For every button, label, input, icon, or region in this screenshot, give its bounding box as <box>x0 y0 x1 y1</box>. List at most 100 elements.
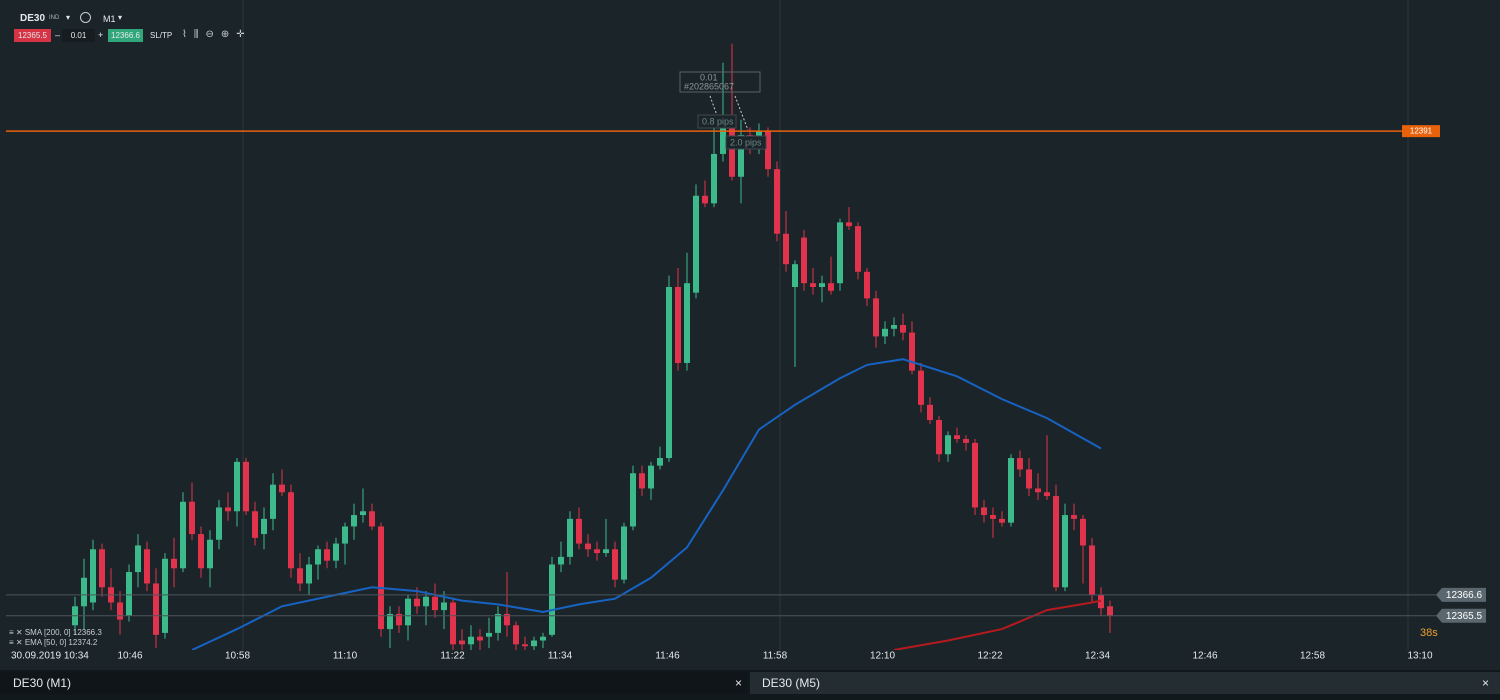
timeframe-dropdown[interactable]: ▾ <box>118 13 123 22</box>
tab-title[interactable]: DE30 (M1) <box>13 676 72 690</box>
legend-icons[interactable]: ≡ ✕ <box>9 638 25 647</box>
candle-body <box>414 598 420 607</box>
candle-body <box>486 632 492 637</box>
candle-body <box>549 564 555 635</box>
candle-body <box>1080 518 1086 546</box>
candle-body <box>225 507 231 512</box>
candle-body <box>1044 492 1050 497</box>
candle-body <box>999 518 1005 523</box>
price-tag-shape <box>1402 125 1440 138</box>
candle-body <box>207 539 213 569</box>
candle-body <box>144 549 150 584</box>
chart: 38s 30.09.2019 10:34 10:46 10:58 11:10 11:22… <box>6 0 1486 662</box>
x-tick-label: 12:46 <box>1192 651 1217 662</box>
candle-body <box>891 325 897 329</box>
indicator-legend: ≡ ✕ SMA [200, 0] 12366.3 ≡ ✕ EMA [50, 0] … <box>9 628 102 648</box>
candle-body <box>315 549 321 565</box>
legend-icons[interactable]: ≡ ✕ <box>9 628 25 637</box>
legend-name: EMA [50, 0] <box>24 638 67 647</box>
candle-body <box>333 543 339 561</box>
candle-body <box>765 131 771 170</box>
tab-close[interactable]: × <box>1482 676 1490 690</box>
candle-body <box>288 492 294 569</box>
bid-tag: 12365.5 <box>1436 608 1486 623</box>
increase-volume[interactable]: + <box>98 30 104 40</box>
legend-entry[interactable]: ≡ ✕ EMA [50, 0] 12374.2 <box>9 638 102 648</box>
candle-body <box>1089 545 1095 595</box>
candle-body <box>450 602 456 645</box>
symbol[interactable]: DE30 <box>20 13 46 24</box>
legend-name: SMA [200, 0] <box>24 628 71 637</box>
candle-body <box>126 572 132 616</box>
candle-body <box>720 119 726 154</box>
tab-close[interactable]: × <box>735 676 743 690</box>
candle-body <box>954 435 960 440</box>
ticket-volume: 0.01 <box>700 72 718 82</box>
candle-body <box>837 222 843 284</box>
overlay: 0.01 #202865067 0.8 pips 2.0 pips <box>679 71 767 150</box>
volume-input[interactable]: 0.01 <box>62 29 95 42</box>
ask-tag: 12366.6 <box>1436 587 1486 602</box>
countdown: 38s <box>1420 627 1438 639</box>
candle-body <box>1026 469 1032 489</box>
candle-body <box>963 439 969 443</box>
symbol-dropdown[interactable]: ▾ <box>66 13 71 22</box>
tab-title[interactable]: DE30 (M5) <box>762 676 821 690</box>
x-tick-label: 30.09.2019 10:34 <box>11 651 89 662</box>
candle-body <box>738 134 744 177</box>
sl-tp-button[interactable]: SL/TP <box>150 31 173 40</box>
candle-body <box>423 596 429 607</box>
candle-body <box>531 640 537 647</box>
order-ticket[interactable] <box>679 71 761 93</box>
candle-body <box>981 507 987 516</box>
candle-body <box>927 404 933 421</box>
candle-body <box>81 577 87 607</box>
candle-body <box>702 195 708 204</box>
buy-button[interactable]: 12366.6 <box>108 29 143 42</box>
price-tag-label: 12366.6 <box>1446 590 1483 601</box>
sell-button[interactable]: 12365.5 <box>14 29 51 42</box>
candle-body <box>873 298 879 337</box>
candle-body <box>1053 496 1059 588</box>
candle-body <box>1107 606 1113 616</box>
candle-body <box>810 283 816 287</box>
candle-body <box>405 598 411 626</box>
decrease-volume[interactable]: – <box>55 30 61 40</box>
candle-body <box>189 501 195 535</box>
candle-body <box>477 636 483 641</box>
candle-body <box>234 461 240 512</box>
tp-distance: 2.0 pips <box>730 137 762 147</box>
x-tick-label: 11:22 <box>440 651 465 662</box>
candle-body <box>99 549 105 588</box>
candle-body <box>594 549 600 554</box>
candle-body <box>819 283 825 287</box>
candle-body <box>351 515 357 527</box>
candle-body <box>792 264 798 287</box>
x-tick-label: 10:46 <box>117 651 142 662</box>
candle-body <box>864 271 870 299</box>
candle-body <box>585 543 591 550</box>
timeframe[interactable]: M1 <box>103 14 116 24</box>
candle-body <box>801 237 807 284</box>
candle-body <box>648 465 654 489</box>
candle-body <box>387 613 393 630</box>
toolbar-icons[interactable]: ⌇⫼⊖⊕✛ <box>182 29 252 40</box>
candle-body <box>621 526 627 580</box>
candle-body <box>972 442 978 508</box>
candle-body <box>828 283 834 291</box>
candle-body <box>630 473 636 527</box>
sl-tag <box>697 114 737 129</box>
clock-icon[interactable] <box>80 12 91 23</box>
candle-body <box>603 549 609 554</box>
tab-active[interactable] <box>0 672 748 694</box>
x-tick-label: 12:22 <box>977 651 1002 662</box>
candle-body <box>1071 515 1077 519</box>
candle-body <box>396 613 402 626</box>
candle-body <box>846 222 852 227</box>
candle-body <box>522 644 528 647</box>
candle-body <box>567 518 573 557</box>
legend-entry[interactable]: ≡ ✕ SMA [200, 0] 12366.3 <box>9 628 102 638</box>
tab-inactive[interactable] <box>750 672 1500 694</box>
x-tick-label: 12:34 <box>1085 651 1110 662</box>
